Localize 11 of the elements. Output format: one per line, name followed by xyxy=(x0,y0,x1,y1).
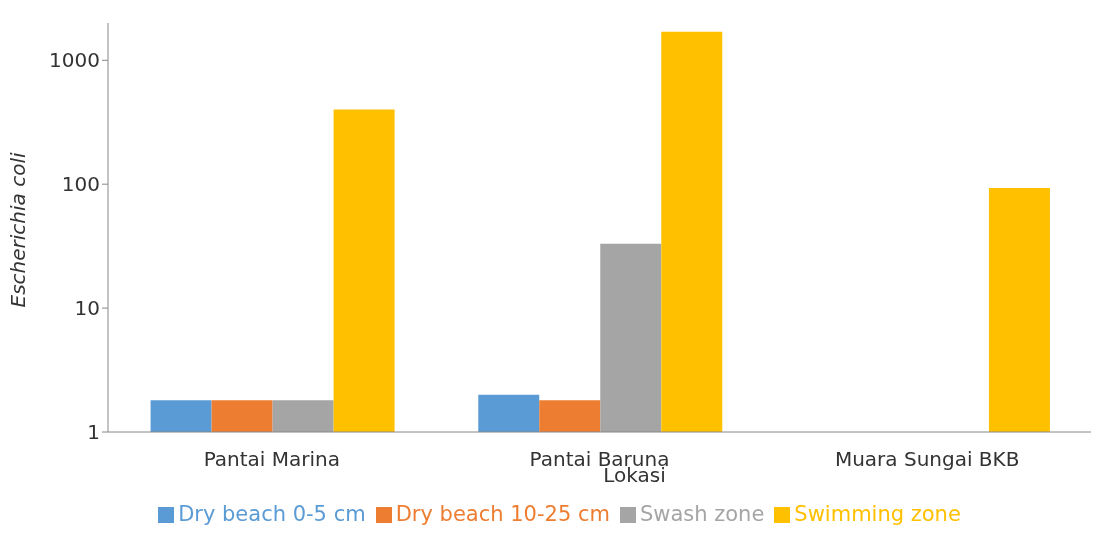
y-tick-label: 1000 xyxy=(49,48,100,73)
x-tick-label: Pantai Marina xyxy=(203,447,340,472)
x-tick-label: Muara Sungai BKB xyxy=(834,447,1020,472)
legend-label: Dry beach 10-25 cm xyxy=(395,502,610,526)
legend-label: Swash zone xyxy=(639,502,765,526)
y-tick-label: 1 xyxy=(87,420,100,445)
legend-label: Dry beach 0-5 cm xyxy=(178,502,366,526)
legend-label: Swimming zone xyxy=(794,502,961,526)
y-tick-label: 10 xyxy=(74,296,100,321)
y-axis-title: Escherichia coli xyxy=(6,152,31,308)
y-tick-label: 100 xyxy=(61,172,100,197)
